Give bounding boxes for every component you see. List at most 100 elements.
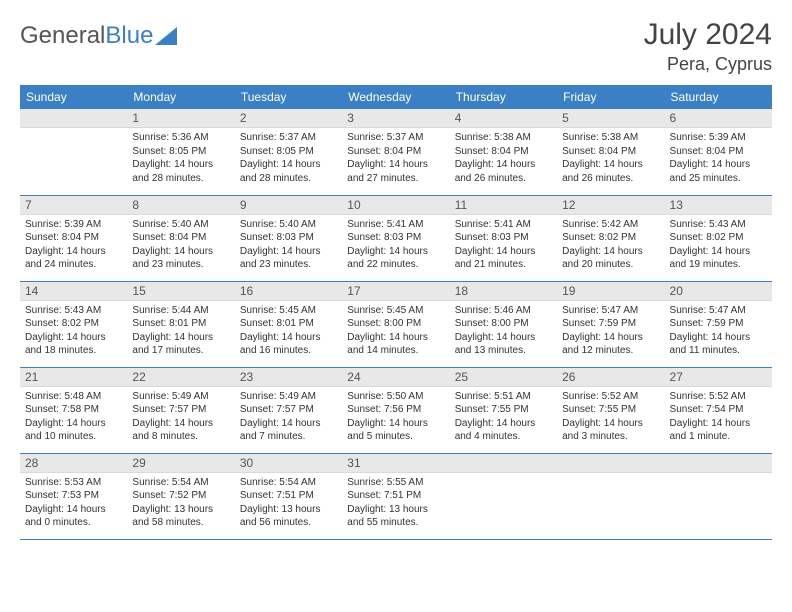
- day-details: Sunrise: 5:48 AMSunset: 7:58 PMDaylight:…: [20, 387, 127, 447]
- day-number: 6: [665, 109, 772, 128]
- calendar-cell: 27Sunrise: 5:52 AMSunset: 7:54 PMDayligh…: [665, 367, 772, 453]
- logo-word-2: Blue: [105, 22, 153, 50]
- sunrise-text: Sunrise: 5:37 AM: [240, 131, 337, 145]
- sunset-text: Sunset: 8:04 PM: [562, 145, 659, 159]
- calendar-cell: 13Sunrise: 5:43 AMSunset: 8:02 PMDayligh…: [665, 195, 772, 281]
- calendar-body: 1Sunrise: 5:36 AMSunset: 8:05 PMDaylight…: [20, 109, 772, 539]
- day-details: Sunrise: 5:47 AMSunset: 7:59 PMDaylight:…: [557, 301, 664, 361]
- day-details: Sunrise: 5:45 AMSunset: 8:00 PMDaylight:…: [342, 301, 449, 361]
- calendar-cell: 11Sunrise: 5:41 AMSunset: 8:03 PMDayligh…: [450, 195, 557, 281]
- sunset-text: Sunset: 8:04 PM: [25, 231, 122, 245]
- day-details: Sunrise: 5:39 AMSunset: 8:04 PMDaylight:…: [665, 128, 772, 188]
- day-number: 9: [235, 196, 342, 215]
- sunrise-text: Sunrise: 5:49 AM: [132, 390, 229, 404]
- daylight-text: Daylight: 14 hours and 0 minutes.: [25, 503, 122, 530]
- day-number: 18: [450, 282, 557, 301]
- sunrise-text: Sunrise: 5:52 AM: [562, 390, 659, 404]
- calendar-cell: [20, 109, 127, 195]
- sunrise-text: Sunrise: 5:54 AM: [132, 476, 229, 490]
- calendar-cell: 8Sunrise: 5:40 AMSunset: 8:04 PMDaylight…: [127, 195, 234, 281]
- day-number: 1: [127, 109, 234, 128]
- sunrise-text: Sunrise: 5:41 AM: [347, 218, 444, 232]
- calendar-cell: 26Sunrise: 5:52 AMSunset: 7:55 PMDayligh…: [557, 367, 664, 453]
- daylight-text: Daylight: 14 hours and 22 minutes.: [347, 245, 444, 272]
- calendar-cell: 12Sunrise: 5:42 AMSunset: 8:02 PMDayligh…: [557, 195, 664, 281]
- daylight-text: Daylight: 14 hours and 5 minutes.: [347, 417, 444, 444]
- sunset-text: Sunset: 8:03 PM: [347, 231, 444, 245]
- day-details: Sunrise: 5:51 AMSunset: 7:55 PMDaylight:…: [450, 387, 557, 447]
- day-number: 20: [665, 282, 772, 301]
- day-details: Sunrise: 5:38 AMSunset: 8:04 PMDaylight:…: [557, 128, 664, 188]
- sunrise-text: Sunrise: 5:36 AM: [132, 131, 229, 145]
- sunset-text: Sunset: 7:57 PM: [240, 403, 337, 417]
- sunset-text: Sunset: 7:54 PM: [670, 403, 767, 417]
- sunrise-text: Sunrise: 5:43 AM: [25, 304, 122, 318]
- day-details: Sunrise: 5:54 AMSunset: 7:52 PMDaylight:…: [127, 473, 234, 533]
- calendar-cell: 14Sunrise: 5:43 AMSunset: 8:02 PMDayligh…: [20, 281, 127, 367]
- day-number: 28: [20, 454, 127, 473]
- day-details: Sunrise: 5:47 AMSunset: 7:59 PMDaylight:…: [665, 301, 772, 361]
- sunset-text: Sunset: 7:57 PM: [132, 403, 229, 417]
- sunset-text: Sunset: 8:00 PM: [455, 317, 552, 331]
- calendar-week-row: 28Sunrise: 5:53 AMSunset: 7:53 PMDayligh…: [20, 453, 772, 539]
- sunset-text: Sunset: 8:03 PM: [455, 231, 552, 245]
- day-details: Sunrise: 5:53 AMSunset: 7:53 PMDaylight:…: [20, 473, 127, 533]
- day-number: 29: [127, 454, 234, 473]
- sunset-text: Sunset: 7:51 PM: [347, 489, 444, 503]
- sunrise-text: Sunrise: 5:55 AM: [347, 476, 444, 490]
- day-number: 27: [665, 368, 772, 387]
- day-number: 16: [235, 282, 342, 301]
- daylight-text: Daylight: 14 hours and 13 minutes.: [455, 331, 552, 358]
- calendar-page: GeneralBlue July 2024 Pera, Cyprus Sunda…: [0, 0, 792, 550]
- day-number: 4: [450, 109, 557, 128]
- day-details: Sunrise: 5:45 AMSunset: 8:01 PMDaylight:…: [235, 301, 342, 361]
- day-header: Wednesday: [342, 85, 449, 109]
- calendar-cell: 21Sunrise: 5:48 AMSunset: 7:58 PMDayligh…: [20, 367, 127, 453]
- sunset-text: Sunset: 7:59 PM: [670, 317, 767, 331]
- sunset-text: Sunset: 8:01 PM: [132, 317, 229, 331]
- sunrise-text: Sunrise: 5:42 AM: [562, 218, 659, 232]
- day-number: 19: [557, 282, 664, 301]
- sunset-text: Sunset: 8:01 PM: [240, 317, 337, 331]
- day-details: Sunrise: 5:52 AMSunset: 7:55 PMDaylight:…: [557, 387, 664, 447]
- daylight-text: Daylight: 13 hours and 58 minutes.: [132, 503, 229, 530]
- calendar-table: Sunday Monday Tuesday Wednesday Thursday…: [20, 85, 772, 540]
- day-details: Sunrise: 5:41 AMSunset: 8:03 PMDaylight:…: [450, 215, 557, 275]
- day-details: Sunrise: 5:38 AMSunset: 8:04 PMDaylight:…: [450, 128, 557, 188]
- daylight-text: Daylight: 14 hours and 3 minutes.: [562, 417, 659, 444]
- page-header: GeneralBlue July 2024 Pera, Cyprus: [20, 18, 772, 75]
- calendar-week-row: 14Sunrise: 5:43 AMSunset: 8:02 PMDayligh…: [20, 281, 772, 367]
- sunrise-text: Sunrise: 5:39 AM: [670, 131, 767, 145]
- day-number-empty: [557, 454, 664, 473]
- calendar-week-row: 1Sunrise: 5:36 AMSunset: 8:05 PMDaylight…: [20, 109, 772, 195]
- sunset-text: Sunset: 8:02 PM: [670, 231, 767, 245]
- calendar-cell: [557, 453, 664, 539]
- sunrise-text: Sunrise: 5:38 AM: [455, 131, 552, 145]
- sunset-text: Sunset: 8:04 PM: [670, 145, 767, 159]
- day-number: 8: [127, 196, 234, 215]
- daylight-text: Daylight: 14 hours and 17 minutes.: [132, 331, 229, 358]
- sunset-text: Sunset: 7:58 PM: [25, 403, 122, 417]
- day-header: Sunday: [20, 85, 127, 109]
- calendar-cell: 31Sunrise: 5:55 AMSunset: 7:51 PMDayligh…: [342, 453, 449, 539]
- calendar-cell: 3Sunrise: 5:37 AMSunset: 8:04 PMDaylight…: [342, 109, 449, 195]
- sunset-text: Sunset: 7:53 PM: [25, 489, 122, 503]
- sunrise-text: Sunrise: 5:47 AM: [562, 304, 659, 318]
- day-number: 25: [450, 368, 557, 387]
- daylight-text: Daylight: 14 hours and 7 minutes.: [240, 417, 337, 444]
- calendar-cell: 15Sunrise: 5:44 AMSunset: 8:01 PMDayligh…: [127, 281, 234, 367]
- day-header: Friday: [557, 85, 664, 109]
- daylight-text: Daylight: 14 hours and 27 minutes.: [347, 158, 444, 185]
- day-number: 2: [235, 109, 342, 128]
- sunset-text: Sunset: 8:03 PM: [240, 231, 337, 245]
- calendar-cell: 17Sunrise: 5:45 AMSunset: 8:00 PMDayligh…: [342, 281, 449, 367]
- daylight-text: Daylight: 14 hours and 28 minutes.: [132, 158, 229, 185]
- sunset-text: Sunset: 7:51 PM: [240, 489, 337, 503]
- sunrise-text: Sunrise: 5:44 AM: [132, 304, 229, 318]
- calendar-cell: 23Sunrise: 5:49 AMSunset: 7:57 PMDayligh…: [235, 367, 342, 453]
- sunrise-text: Sunrise: 5:51 AM: [455, 390, 552, 404]
- daylight-text: Daylight: 14 hours and 1 minute.: [670, 417, 767, 444]
- sunrise-text: Sunrise: 5:46 AM: [455, 304, 552, 318]
- sunset-text: Sunset: 8:04 PM: [455, 145, 552, 159]
- day-number: 30: [235, 454, 342, 473]
